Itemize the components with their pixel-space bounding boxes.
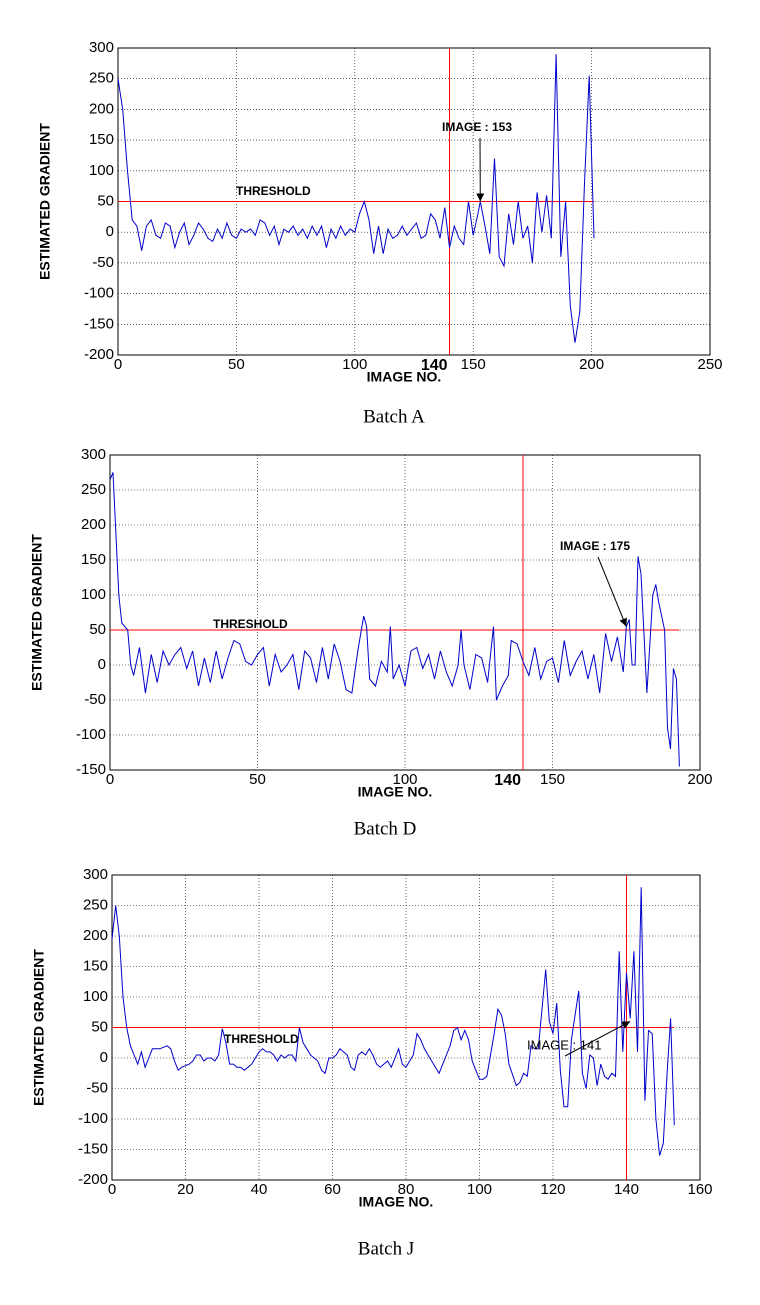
y-tick-label: 50 xyxy=(89,621,106,638)
y-tick-label: -100 xyxy=(78,1110,108,1127)
y-axis-label: ESTIMATED GRADIENT xyxy=(31,949,47,1106)
y-tick-label: 150 xyxy=(81,551,106,568)
y-axis-label: ESTIMATED GRADIENT xyxy=(37,123,53,280)
x-tick-label: 60 xyxy=(324,1181,341,1198)
marker-label: 140 xyxy=(421,357,448,374)
annotation-arrow xyxy=(597,556,627,627)
y-axis-label: ESTIMATED GRADIENT xyxy=(29,534,45,691)
y-tick-label: 300 xyxy=(89,39,114,56)
chart: -200 -150 -100 -50 0 50 100 150 200 250 300 0 20 40 60… xyxy=(31,866,713,1259)
caption: Batch J xyxy=(358,1238,414,1259)
y-tick-label: 50 xyxy=(97,192,114,209)
y-tick-label: -50 xyxy=(84,691,106,708)
data-line xyxy=(109,472,680,767)
x-tick-label: 0 xyxy=(106,771,114,788)
x-axis-label: IMAGE NO. xyxy=(367,369,442,385)
x-tick-label: 0 xyxy=(108,1181,116,1198)
y-tick-label: -150 xyxy=(76,761,106,778)
chart: -200 -150 -100 -50 0 50 100 150 200 250 300 0 50 100 1… xyxy=(37,39,723,427)
plot-area xyxy=(109,454,701,771)
x-axis-label: IMAGE NO. xyxy=(359,1194,434,1210)
x-tick-label: 100 xyxy=(342,356,367,373)
x-tick-label: 150 xyxy=(461,356,486,373)
marker-label: 140 xyxy=(494,772,521,789)
caption: Batch D xyxy=(354,818,417,839)
x-tick-label: 20 xyxy=(177,1181,194,1198)
x-tick-label: 0 xyxy=(114,356,122,373)
x-tick-label: 200 xyxy=(687,771,712,788)
y-tick-label: 300 xyxy=(83,866,108,883)
data-line xyxy=(117,54,595,343)
y-tick-label: 200 xyxy=(89,100,114,117)
x-tick-label: 160 xyxy=(687,1181,712,1198)
y-tick-label: 150 xyxy=(89,131,114,148)
y-tick-label: 100 xyxy=(81,586,106,603)
x-tick-label: 200 xyxy=(579,356,604,373)
y-tick-label: 0 xyxy=(98,656,106,673)
x-tick-label: 250 xyxy=(697,356,722,373)
x-tick-label: 50 xyxy=(249,771,266,788)
annotation: IMAGE : 153 xyxy=(442,120,512,134)
y-tick-label: -100 xyxy=(76,726,106,743)
x-tick-label: 120 xyxy=(540,1181,565,1198)
annotation: IMAGE : 175 xyxy=(560,539,630,553)
annotation-arrow xyxy=(564,1020,631,1057)
y-tick-label: 250 xyxy=(81,481,106,498)
caption: Batch A xyxy=(363,406,425,427)
threshold-label: THRESHOLD xyxy=(236,184,311,198)
y-tick-label: 100 xyxy=(89,162,114,179)
data-line xyxy=(111,887,675,1156)
x-tick-label: 100 xyxy=(467,1181,492,1198)
y-tick-label: 250 xyxy=(83,896,108,913)
x-tick-label: 150 xyxy=(540,771,565,788)
y-tick-label: -100 xyxy=(84,285,114,302)
x-tick-label: 100 xyxy=(392,771,417,788)
chart: -150 -100 -50 0 50 100 150 200 250 300 0 50 100 150 20… xyxy=(29,446,713,839)
x-axis-label: IMAGE NO. xyxy=(358,784,433,800)
y-tick-label: 200 xyxy=(81,516,106,533)
y-tick-label: -50 xyxy=(92,254,114,271)
y-tick-label: 100 xyxy=(83,988,108,1005)
x-tick-label: 40 xyxy=(251,1181,268,1198)
y-tick-label: 0 xyxy=(106,223,114,240)
annotation: IMAGE : 141 xyxy=(527,1037,601,1052)
y-tick-label: 200 xyxy=(83,927,108,944)
x-tick-label: 80 xyxy=(398,1181,415,1198)
y-tick-label: 150 xyxy=(83,957,108,974)
threshold-label: THRESHOLD xyxy=(213,617,288,631)
y-tick-label: -200 xyxy=(84,346,114,363)
y-tick-label: 250 xyxy=(89,70,114,87)
y-tick-label: 50 xyxy=(91,1018,108,1035)
y-tick-label: -200 xyxy=(78,1171,108,1188)
y-tick-label: 0 xyxy=(100,1049,108,1066)
x-tick-label: 140 xyxy=(614,1181,639,1198)
y-tick-label: -50 xyxy=(86,1079,108,1096)
y-tick-label: -150 xyxy=(84,315,114,332)
y-tick-label: 300 xyxy=(81,446,106,463)
y-tick-label: -150 xyxy=(78,1140,108,1157)
threshold-label: THRESHOLD xyxy=(224,1032,299,1046)
x-tick-label: 50 xyxy=(228,356,245,373)
